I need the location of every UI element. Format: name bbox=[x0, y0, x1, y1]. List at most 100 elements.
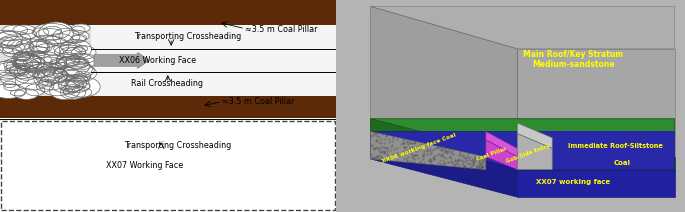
Ellipse shape bbox=[66, 77, 100, 97]
Ellipse shape bbox=[0, 46, 13, 53]
Ellipse shape bbox=[0, 61, 21, 76]
Polygon shape bbox=[371, 131, 486, 170]
Ellipse shape bbox=[24, 56, 45, 69]
Ellipse shape bbox=[55, 45, 86, 59]
Polygon shape bbox=[517, 123, 552, 148]
Polygon shape bbox=[371, 6, 675, 49]
Bar bbox=[0, 96, 336, 118]
Ellipse shape bbox=[39, 73, 75, 96]
Text: XX07 working face: XX07 working face bbox=[536, 179, 610, 185]
Ellipse shape bbox=[66, 47, 86, 55]
Ellipse shape bbox=[44, 26, 62, 35]
Ellipse shape bbox=[73, 74, 90, 81]
Ellipse shape bbox=[38, 67, 67, 83]
Ellipse shape bbox=[15, 71, 49, 90]
Ellipse shape bbox=[0, 72, 16, 80]
Ellipse shape bbox=[53, 43, 83, 54]
Ellipse shape bbox=[20, 30, 36, 39]
Ellipse shape bbox=[10, 63, 36, 79]
Ellipse shape bbox=[33, 70, 64, 81]
Ellipse shape bbox=[0, 31, 17, 40]
Ellipse shape bbox=[60, 42, 76, 51]
Text: Rail Crossheading: Rail Crossheading bbox=[131, 79, 203, 88]
Ellipse shape bbox=[32, 44, 64, 64]
Text: Transporting Crossheading: Transporting Crossheading bbox=[134, 32, 242, 41]
Ellipse shape bbox=[34, 24, 70, 40]
Ellipse shape bbox=[60, 39, 92, 59]
Ellipse shape bbox=[60, 85, 86, 99]
Ellipse shape bbox=[4, 57, 39, 71]
Ellipse shape bbox=[64, 59, 88, 68]
Polygon shape bbox=[517, 131, 675, 157]
Ellipse shape bbox=[32, 67, 62, 80]
Ellipse shape bbox=[0, 84, 27, 98]
Ellipse shape bbox=[31, 57, 65, 71]
Text: Immediate Roof-Siltstone: Immediate Roof-Siltstone bbox=[568, 143, 662, 149]
Polygon shape bbox=[371, 119, 517, 170]
Ellipse shape bbox=[25, 41, 50, 54]
Ellipse shape bbox=[59, 30, 89, 42]
Polygon shape bbox=[486, 140, 517, 170]
Ellipse shape bbox=[16, 55, 40, 69]
Ellipse shape bbox=[27, 64, 55, 77]
Ellipse shape bbox=[30, 35, 61, 47]
Ellipse shape bbox=[36, 81, 54, 91]
Ellipse shape bbox=[14, 59, 32, 69]
Ellipse shape bbox=[66, 54, 95, 70]
Bar bbox=[90, 25, 336, 96]
Text: XX06 working face Coal: XX06 working face Coal bbox=[381, 132, 457, 164]
Ellipse shape bbox=[72, 26, 85, 34]
Ellipse shape bbox=[55, 70, 87, 86]
Ellipse shape bbox=[13, 59, 27, 66]
Ellipse shape bbox=[16, 73, 42, 83]
Ellipse shape bbox=[53, 67, 79, 79]
Ellipse shape bbox=[0, 36, 22, 49]
Ellipse shape bbox=[17, 62, 51, 78]
Text: Main Roof/Key Stratum
Medium-sandstone: Main Roof/Key Stratum Medium-sandstone bbox=[523, 50, 623, 69]
Ellipse shape bbox=[10, 90, 25, 96]
Ellipse shape bbox=[42, 69, 55, 76]
Ellipse shape bbox=[6, 60, 29, 73]
Ellipse shape bbox=[60, 47, 82, 60]
Ellipse shape bbox=[63, 86, 92, 98]
Ellipse shape bbox=[44, 68, 68, 83]
Ellipse shape bbox=[63, 88, 75, 94]
Ellipse shape bbox=[13, 52, 31, 61]
Ellipse shape bbox=[15, 39, 49, 54]
Ellipse shape bbox=[58, 75, 86, 91]
Ellipse shape bbox=[71, 24, 90, 32]
Ellipse shape bbox=[13, 25, 35, 34]
Text: Gob-Side Entry: Gob-Side Entry bbox=[505, 143, 551, 164]
Ellipse shape bbox=[14, 89, 38, 99]
Ellipse shape bbox=[1, 38, 14, 45]
Ellipse shape bbox=[25, 62, 42, 71]
Ellipse shape bbox=[25, 84, 45, 96]
Ellipse shape bbox=[0, 63, 26, 78]
FancyArrow shape bbox=[94, 53, 149, 68]
Ellipse shape bbox=[32, 28, 49, 37]
Ellipse shape bbox=[30, 39, 52, 53]
Ellipse shape bbox=[56, 53, 80, 66]
Ellipse shape bbox=[74, 46, 88, 52]
Polygon shape bbox=[517, 49, 675, 174]
Polygon shape bbox=[371, 6, 517, 174]
Ellipse shape bbox=[71, 36, 86, 43]
Ellipse shape bbox=[65, 78, 90, 93]
Text: XX07 Working Face: XX07 Working Face bbox=[105, 161, 183, 170]
Ellipse shape bbox=[1, 36, 34, 54]
Ellipse shape bbox=[16, 51, 52, 72]
Bar bbox=[0, 0, 336, 25]
Ellipse shape bbox=[42, 64, 64, 77]
Ellipse shape bbox=[72, 35, 87, 41]
Ellipse shape bbox=[36, 36, 68, 55]
Ellipse shape bbox=[49, 59, 66, 67]
Ellipse shape bbox=[29, 51, 58, 63]
Ellipse shape bbox=[51, 76, 84, 93]
Ellipse shape bbox=[1, 73, 29, 85]
Ellipse shape bbox=[73, 59, 86, 67]
Text: Coal: Coal bbox=[614, 160, 631, 166]
Ellipse shape bbox=[14, 56, 45, 71]
Ellipse shape bbox=[55, 56, 90, 76]
Ellipse shape bbox=[5, 65, 18, 71]
Text: Transporting Crossheading: Transporting Crossheading bbox=[124, 141, 232, 150]
